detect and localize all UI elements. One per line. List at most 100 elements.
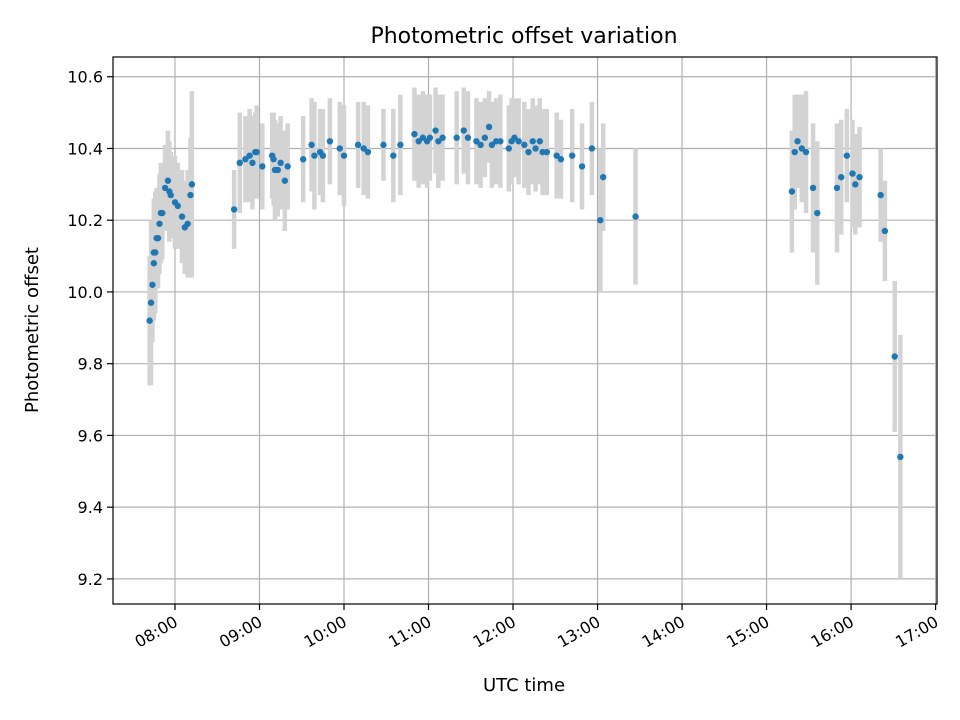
data-point (188, 181, 196, 188)
data-point (849, 170, 856, 177)
data-point (259, 163, 266, 170)
data-point (439, 134, 446, 141)
data-point (432, 127, 439, 134)
data-point (557, 156, 565, 163)
data-point (798, 145, 805, 152)
data-point (270, 156, 277, 163)
y-tick-label: 9.6 (78, 426, 103, 445)
data-point (525, 148, 532, 156)
data-point (578, 163, 586, 170)
data-point (838, 173, 845, 181)
y-tick-label: 10.0 (67, 283, 103, 302)
data-point (852, 181, 859, 188)
data-point (336, 145, 343, 152)
data-point (877, 191, 884, 199)
data-point (802, 148, 810, 156)
data-point (435, 138, 442, 145)
data-point (891, 353, 898, 360)
data-point (230, 206, 238, 213)
data-point (632, 213, 639, 220)
data-point (788, 188, 796, 195)
data-point (597, 217, 604, 224)
data-point (390, 152, 397, 159)
data-point (426, 134, 434, 141)
y-tick-label: 9.2 (78, 570, 103, 589)
data-point (460, 127, 467, 134)
data-point (511, 134, 518, 141)
data-point (568, 152, 576, 159)
data-point (380, 141, 387, 149)
data-point (274, 166, 281, 174)
data-point (299, 156, 307, 163)
y-tick-label: 9.4 (78, 498, 103, 517)
data-point (284, 163, 291, 170)
plot-frame (112, 56, 938, 605)
data-point (242, 156, 249, 163)
chart-title: Photometric offset variation (370, 24, 677, 49)
data-point (397, 141, 404, 149)
data-point (529, 138, 536, 145)
y-axis-ticks: 9.2 9.4 9.6 9.8 10.0 10.2 10.4 10.6 (67, 68, 113, 589)
data-point (536, 138, 543, 145)
data-point (147, 299, 155, 306)
data-point (236, 159, 243, 167)
data-point (411, 130, 418, 138)
data-point (588, 145, 596, 152)
data-point (415, 138, 422, 145)
data-point (833, 184, 841, 192)
data-point (521, 141, 528, 149)
data-point (246, 152, 253, 159)
data-point (553, 152, 560, 159)
data-point (497, 138, 504, 145)
data-point (477, 141, 484, 149)
y-tick-label: 10.2 (67, 211, 103, 230)
data-point (161, 184, 169, 192)
data-point (146, 317, 153, 324)
data-point (856, 173, 863, 181)
data-point (532, 145, 539, 152)
data-point (814, 209, 821, 217)
data-point (481, 134, 489, 141)
data-point (159, 209, 166, 217)
data-point (326, 138, 334, 145)
y-tick-label: 10.6 (67, 68, 103, 87)
data-point (809, 184, 817, 192)
data-point (184, 220, 191, 227)
data-point (515, 138, 522, 145)
data-point (453, 134, 460, 141)
data-point (311, 152, 318, 159)
data-point (464, 134, 472, 141)
data-point (488, 141, 496, 149)
data-point (174, 202, 181, 210)
data-point (281, 177, 289, 184)
data-point (167, 191, 174, 199)
data-point (149, 281, 156, 288)
y-tick-label: 10.4 (67, 139, 103, 158)
data-point (319, 152, 327, 159)
data-point (308, 141, 315, 149)
x-axis-label: UTC time (483, 675, 565, 696)
data-point (354, 141, 362, 149)
data-point (154, 234, 162, 242)
data-point (419, 134, 427, 141)
data-point (187, 191, 194, 199)
data-point (156, 220, 163, 227)
data-point (277, 159, 284, 167)
data-point (364, 148, 372, 156)
y-axis-label: Photometric offset (22, 247, 43, 413)
data-point (253, 148, 260, 156)
data-point (178, 213, 186, 220)
data-point (152, 249, 159, 256)
data-point (249, 159, 256, 167)
data-point (485, 123, 493, 131)
data-point (881, 227, 889, 235)
data-point (340, 152, 348, 159)
data-point (843, 152, 851, 159)
data-point (473, 138, 480, 145)
data-point (543, 148, 551, 156)
data-point (150, 260, 158, 267)
data-point (599, 173, 607, 181)
data-point (897, 453, 904, 461)
data-point (791, 148, 798, 156)
